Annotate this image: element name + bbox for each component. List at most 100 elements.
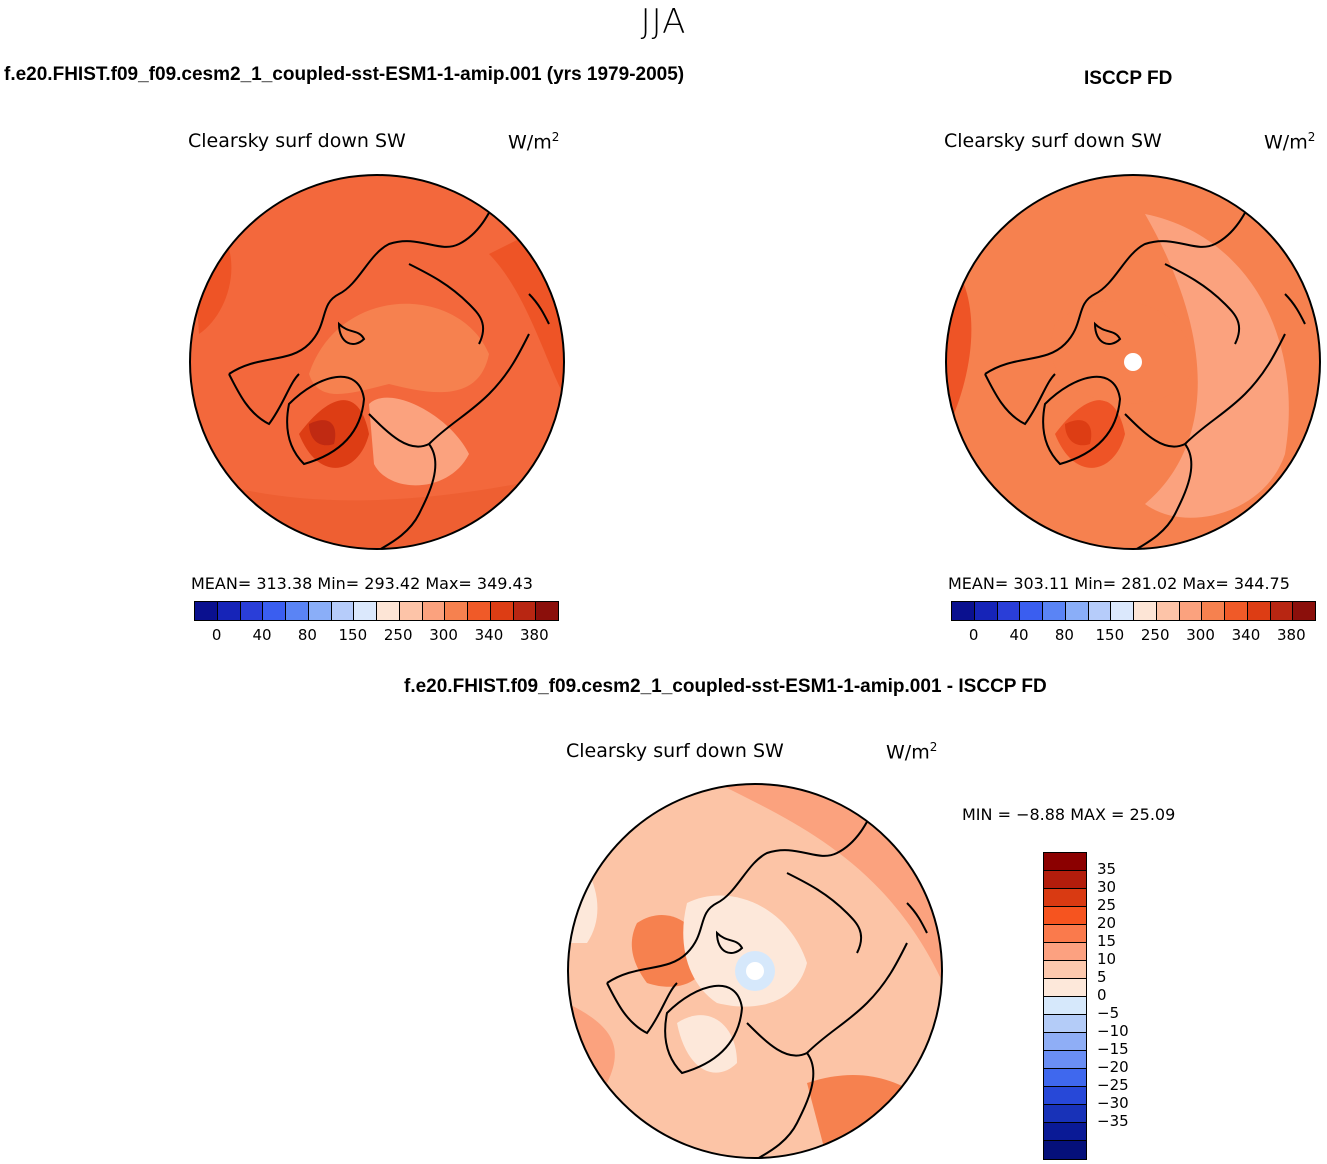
- diff-variable-title: Clearsky surf down SW: [566, 740, 784, 762]
- colorbar-swatch: [1111, 602, 1134, 620]
- colorbar-swatch: [263, 602, 286, 620]
- colorbar-swatch: [1270, 602, 1294, 620]
- colorbar-swatch: [1044, 943, 1086, 961]
- diff-minmax: MIN = −8.88 MAX = 25.09: [962, 805, 1176, 824]
- colorbar-tick-label: 150: [1095, 626, 1125, 644]
- colorbar-swatch: [195, 602, 218, 620]
- colorbar-swatch: [1044, 1105, 1086, 1123]
- panel2-case-title: ISCCP FD: [1084, 68, 1173, 89]
- colorbar-tick-label: 0: [968, 626, 979, 644]
- colorbar-tick-label: −15: [1097, 1040, 1129, 1058]
- colorbar-swatch: [331, 602, 355, 620]
- panel1-colorbar-labels: 0 40 80 150 250 300 340 380: [194, 626, 557, 646]
- panel1-variable-title: Clearsky surf down SW: [188, 130, 406, 152]
- colorbar-tick-label: 300: [429, 626, 458, 644]
- colorbar-swatch: [513, 602, 537, 620]
- panel1-polar-map: [189, 174, 565, 550]
- panel2-coastlines: [984, 193, 1306, 549]
- colorbar-tick-label: −5: [1097, 1004, 1120, 1022]
- colorbar-tick-label: 380: [1276, 626, 1306, 644]
- panel1-coastlines: [228, 193, 550, 549]
- colorbar-tick-label: 80: [1054, 626, 1074, 644]
- colorbar-tick-label: 340: [474, 626, 504, 644]
- colorbar-swatch: [1044, 853, 1086, 871]
- colorbar-swatch: [1088, 602, 1112, 620]
- colorbar-tick-label: 0: [1097, 986, 1107, 1004]
- colorbar-swatch: [468, 602, 491, 620]
- colorbar-swatch: [1044, 1069, 1086, 1087]
- diff-polar-map: [567, 783, 943, 1159]
- colorbar-tick-label: 300: [1186, 626, 1215, 644]
- diff-case-title: f.e20.FHIST.f09_f09.cesm2_1_coupled-sst-…: [404, 676, 1047, 697]
- colorbar-tick-label: 380: [519, 626, 549, 644]
- colorbar-swatch: [1044, 1087, 1086, 1105]
- season-title: JJA: [640, 2, 687, 42]
- panel2-polar-map: [945, 174, 1321, 550]
- colorbar-swatch: [445, 602, 468, 620]
- colorbar-swatch: [1065, 602, 1089, 620]
- panel2-colorbar-labels: 0 40 80 150 250 300 340 380: [951, 626, 1314, 646]
- colorbar-swatch: [1044, 889, 1086, 907]
- colorbar-swatch: [1044, 979, 1086, 997]
- colorbar-swatch: [1225, 602, 1248, 620]
- colorbar-swatch: [308, 602, 332, 620]
- colorbar-tick-label: 5: [1097, 968, 1107, 986]
- panel1-colorbar: [194, 601, 559, 621]
- colorbar-swatch: [1044, 1033, 1086, 1051]
- panel1-case-title: f.e20.FHIST.f09_f09.cesm2_1_coupled-sst-…: [4, 64, 685, 85]
- colorbar-tick-label: 40: [1009, 626, 1029, 644]
- colorbar-swatch: [1247, 602, 1271, 620]
- panel1-stats: MEAN= 313.38 Min= 293.42 Max= 349.43: [191, 574, 533, 593]
- colorbar-tick-label: 35: [1097, 860, 1117, 878]
- colorbar-swatch: [240, 602, 264, 620]
- colorbar-swatch: [1293, 602, 1315, 620]
- colorbar-swatch: [1044, 871, 1086, 889]
- colorbar-tick-label: 15: [1097, 932, 1117, 950]
- colorbar-tick-label: 340: [1231, 626, 1261, 644]
- colorbar-tick-label: 80: [297, 626, 317, 644]
- colorbar-tick-label: 0: [211, 626, 222, 644]
- colorbar-swatch: [399, 602, 423, 620]
- colorbar-swatch: [1044, 1141, 1086, 1159]
- colorbar-swatch: [1044, 907, 1086, 925]
- colorbar-swatch: [1044, 1051, 1086, 1069]
- colorbar-swatch: [1044, 997, 1086, 1015]
- colorbar-tick-label: 10: [1097, 950, 1117, 968]
- panel2-colorbar: [951, 601, 1316, 621]
- diff-pole-missing-data: [746, 962, 764, 980]
- colorbar-tick-label: 250: [383, 626, 413, 644]
- colorbar-swatch: [1044, 1123, 1086, 1141]
- colorbar-tick-label: 30: [1097, 878, 1117, 896]
- colorbar-tick-label: 40: [252, 626, 272, 644]
- colorbar-swatch: [1134, 602, 1157, 620]
- panel2-variable-title: Clearsky surf down SW: [944, 130, 1162, 152]
- colorbar-tick-label: −20: [1097, 1058, 1129, 1076]
- diff-colorbar-labels: 35 30 25 20 15 10 5 0 −5 −10 −15 −20 −25 −30 −35: [1097, 852, 1157, 1162]
- colorbar-swatch: [1020, 602, 1043, 620]
- colorbar-tick-label: 150: [338, 626, 368, 644]
- colorbar-tick-label: 25: [1097, 896, 1117, 914]
- colorbar-swatch: [490, 602, 514, 620]
- diff-colorbar: [1043, 852, 1087, 1160]
- diff-coastlines: [606, 802, 928, 1158]
- colorbar-swatch: [217, 602, 241, 620]
- colorbar-tick-label: −10: [1097, 1022, 1129, 1040]
- panel1-units: W/m2: [508, 130, 560, 154]
- colorbar-tick-label: 250: [1140, 626, 1170, 644]
- colorbar-swatch: [1044, 1015, 1086, 1033]
- diff-units: W/m2: [886, 740, 938, 764]
- colorbar-swatch: [974, 602, 998, 620]
- colorbar-tick-label: −30: [1097, 1094, 1129, 1112]
- colorbar-swatch: [422, 602, 446, 620]
- colorbar-tick-label: 20: [1097, 914, 1117, 932]
- panel2-stats: MEAN= 303.11 Min= 281.02 Max= 344.75: [948, 574, 1290, 593]
- panel2-units: W/m2: [1264, 130, 1316, 154]
- colorbar-swatch: [1044, 961, 1086, 979]
- colorbar-swatch: [354, 602, 377, 620]
- colorbar-swatch: [1043, 602, 1066, 620]
- colorbar-swatch: [997, 602, 1021, 620]
- colorbar-swatch: [536, 602, 558, 620]
- panel2-pole-missing-data: [1124, 353, 1142, 371]
- colorbar-swatch: [286, 602, 309, 620]
- colorbar-swatch: [377, 602, 400, 620]
